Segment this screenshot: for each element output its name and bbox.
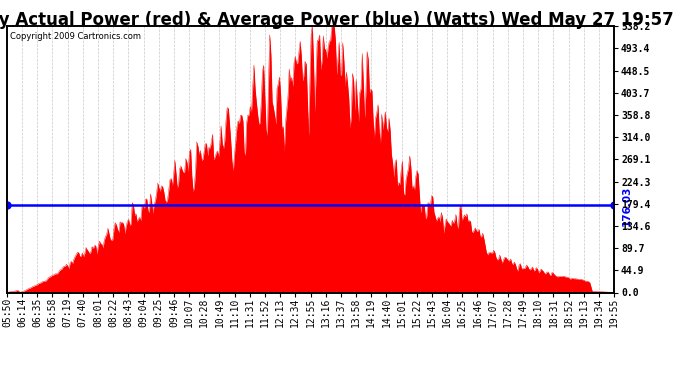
Text: Copyright 2009 Cartronics.com: Copyright 2009 Cartronics.com	[10, 32, 141, 40]
Text: 176.03: 176.03	[622, 185, 631, 226]
Text: West Array Actual Power (red) & Average Power (blue) (Watts) Wed May 27 19:57: West Array Actual Power (red) & Average …	[0, 11, 673, 29]
